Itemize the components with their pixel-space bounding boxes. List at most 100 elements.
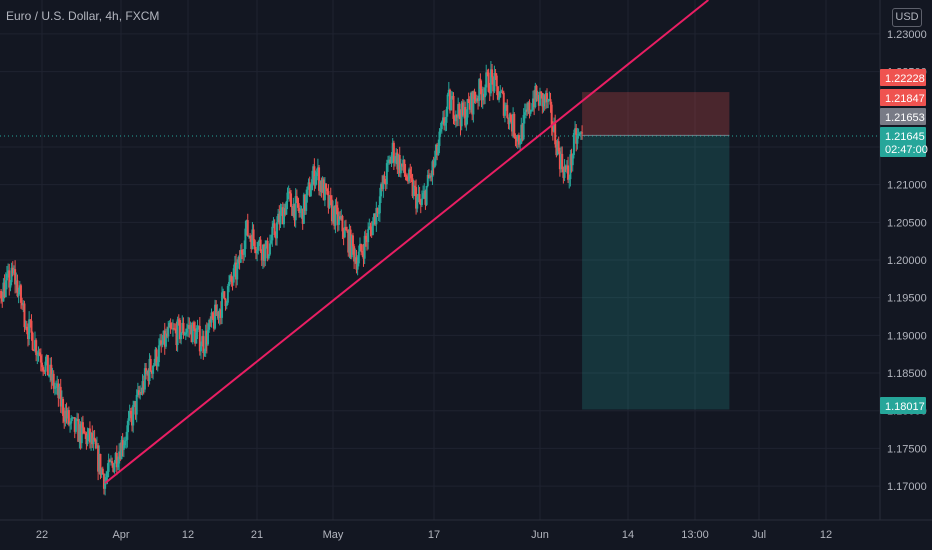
time-axis[interactable]: 22 Apr 12 21 May 17 Jun 14 13:00 Jul 12 [36,529,832,541]
time-tick-label: 12 [820,529,832,541]
candle-body [556,141,559,156]
candle-body [574,128,577,134]
price-tag: 1.22228 [880,69,926,86]
candle-body [157,345,160,363]
candle-body [508,114,511,125]
price-tag: 1.21847 [880,89,926,106]
candle-body [535,85,538,100]
candle-body [26,330,29,340]
candle-body [453,118,456,122]
candle-body [342,231,345,238]
candle-body [164,333,167,347]
candle-body [444,122,447,126]
candle-body [459,115,462,127]
candle-body [305,195,308,211]
candle-body [437,145,440,156]
candle-body [503,108,506,116]
candle-body [480,88,483,101]
candle-body [425,185,428,205]
candle-body [333,206,336,226]
candle-body [475,98,478,102]
candle-body [322,179,325,201]
currency-button[interactable]: USD [892,8,922,27]
candle-body [251,229,254,249]
candle-body [115,453,118,468]
candle-body [98,453,101,472]
trendline[interactable] [104,0,709,484]
time-tick-label: Jul [752,529,766,541]
candle-body [156,362,159,367]
candle-body [321,179,324,193]
candle-body [468,102,471,110]
candle-body [254,249,257,254]
candle-body [49,364,52,376]
candle-body [136,390,139,395]
candle-body [474,99,477,102]
candle-body [194,328,197,344]
candle-body [464,107,467,126]
candle-body [260,251,263,261]
candle-body [90,432,93,443]
candle-body [2,282,5,302]
candle-body [126,425,129,440]
candle-body [523,112,526,115]
candle-body [557,141,560,152]
candle-body [211,312,214,319]
candle-body [375,208,378,225]
candle-body [38,352,41,356]
candle-body [553,123,556,132]
price-tick-label: 1.20000 [887,255,927,267]
candle-body [351,235,354,247]
candle-body [581,132,584,134]
candle-body [180,332,183,340]
candle-body [572,133,575,156]
price-tag-bg [880,108,926,125]
time-tick-label: 21 [251,529,263,541]
candle-body [526,109,529,112]
candle-body [273,223,276,235]
candle-body [231,281,234,283]
candle-body [441,117,444,122]
candle-body [361,250,364,253]
candle-body [246,220,249,236]
candle-body [62,399,65,416]
candle-body [139,392,142,395]
candle-body [541,93,544,107]
candle-body [187,325,190,329]
candle-body [507,117,510,125]
candle-body [413,185,416,188]
candle-body [489,69,492,94]
candle-body [230,275,233,282]
candle-body [460,102,463,127]
candle-body [394,161,397,163]
candle-body [537,95,540,106]
candle-body [478,79,481,101]
grid [0,0,880,520]
candle-body [229,275,232,282]
candle-body [8,270,11,288]
candle-body [356,263,359,270]
candle-body [105,477,108,481]
candle-body [188,325,191,329]
candle-body [162,330,165,344]
stop-loss-zone[interactable] [582,92,730,136]
candle-body [385,163,388,185]
candle-body [512,114,515,132]
candle-body [233,262,236,269]
candle-body [69,423,72,425]
candle-body [348,229,351,253]
candle-body [218,309,221,318]
candle-body [384,183,387,185]
candle-body [491,69,494,78]
take-profit-zone[interactable] [582,135,730,410]
candle-body [35,340,38,356]
candle-body [285,201,288,215]
candle-body [290,193,292,207]
candle-body [185,328,188,333]
candle-body [175,329,178,346]
candle-body [86,434,89,445]
candle-body [15,280,18,285]
candle-body [274,234,277,239]
